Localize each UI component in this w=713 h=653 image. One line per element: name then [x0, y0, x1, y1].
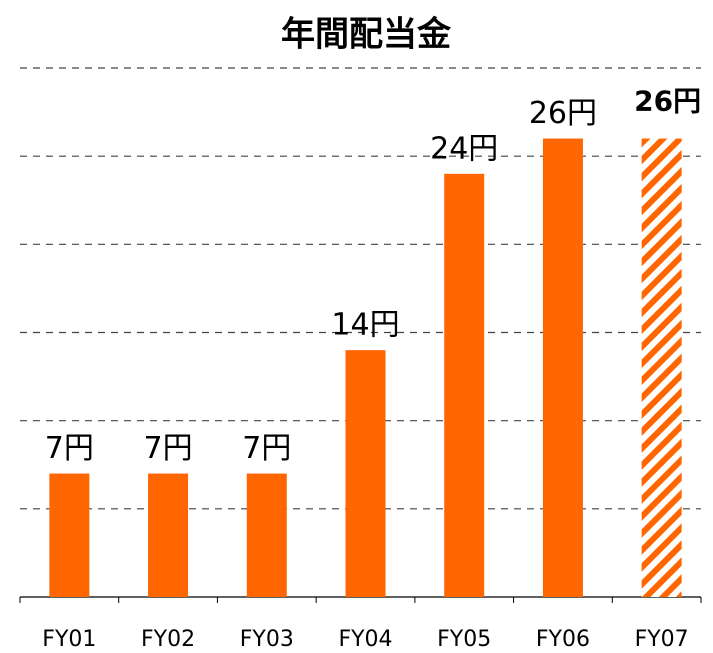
- x-tick-label: FY01: [42, 627, 96, 652]
- x-tick-label: FY05: [437, 627, 491, 652]
- bar: [49, 473, 90, 597]
- chart-title: 年間配当金: [281, 15, 452, 55]
- x-tick-label: FY07: [635, 627, 689, 652]
- bar: [542, 138, 583, 598]
- value-label: 7円: [242, 431, 291, 466]
- value-label: 7円: [144, 431, 193, 466]
- value-label: 14円: [331, 308, 399, 343]
- bar: [148, 473, 189, 597]
- x-tick-label: FY04: [338, 627, 392, 652]
- x-tick-label: FY03: [240, 627, 294, 652]
- x-tick-label: FY06: [536, 627, 590, 652]
- bar: [246, 473, 287, 597]
- value-label: 26円: [634, 85, 701, 118]
- bar: [641, 138, 682, 598]
- value-label: 24円: [430, 131, 498, 166]
- value-label: 7円: [45, 431, 94, 466]
- value-label: 26円: [529, 96, 597, 131]
- bar: [444, 173, 485, 598]
- x-tick-label: FY02: [141, 627, 195, 652]
- bar: [345, 350, 386, 597]
